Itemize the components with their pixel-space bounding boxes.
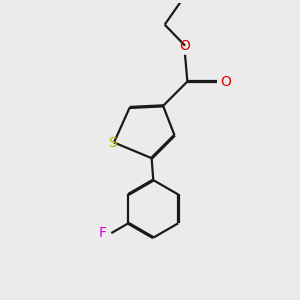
Text: S: S xyxy=(108,136,117,150)
Text: O: O xyxy=(180,39,190,53)
Text: F: F xyxy=(98,226,106,240)
Text: O: O xyxy=(220,74,231,88)
